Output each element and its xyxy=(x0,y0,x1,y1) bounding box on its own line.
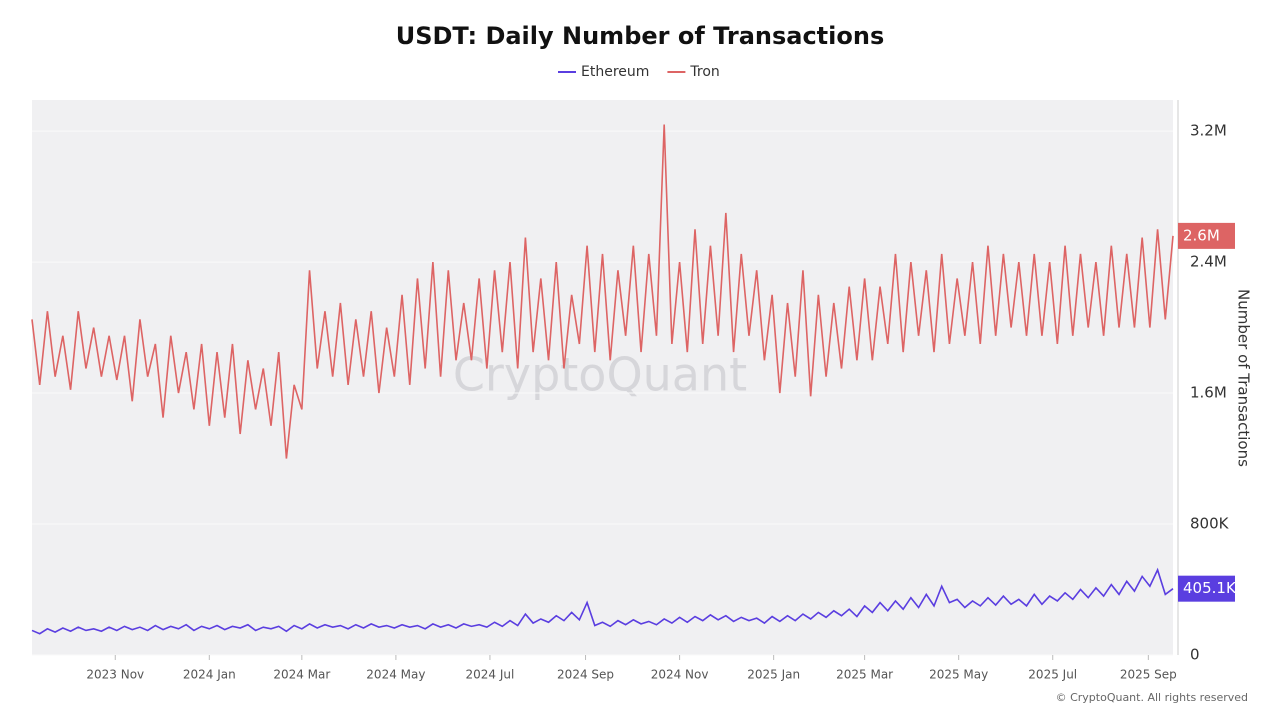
x-tick-label: 2025 Mar xyxy=(836,668,893,682)
x-tick-label: 2024 Jul xyxy=(466,668,515,682)
y-tick-label: 0 xyxy=(1190,646,1200,664)
series-line xyxy=(31,124,1174,459)
legend-label: Ethereum xyxy=(581,64,649,80)
x-tick-label: 2024 Mar xyxy=(273,668,330,682)
value-label: 405.1K xyxy=(1183,579,1237,597)
watermark: CryptoQuant xyxy=(453,348,747,402)
plot-area xyxy=(32,100,1173,655)
chart-title: USDT: Daily Number of Transactions xyxy=(396,22,885,50)
value-label-box xyxy=(1178,575,1235,602)
x-tick-label: 2024 May xyxy=(366,668,425,682)
y-tick-label: 2.4M xyxy=(1190,253,1227,271)
value-label-box xyxy=(1178,222,1235,249)
x-tick-label: 2025 May xyxy=(929,668,988,682)
x-tick-label: 2024 Sep xyxy=(557,668,614,682)
legend-label: Tron xyxy=(689,64,719,80)
y-tick-label: 3.2M xyxy=(1190,122,1227,140)
x-tick-label: 2025 Jan xyxy=(747,668,800,682)
series-line xyxy=(31,567,1174,635)
x-tick-label: 2025 Sep xyxy=(1120,668,1177,682)
footer: © CryptoQuant. All rights reserved xyxy=(1056,691,1248,704)
y-tick-label: 800K xyxy=(1190,515,1230,533)
value-label: 2.6M xyxy=(1183,226,1220,244)
x-tick-label: 2024 Jan xyxy=(183,668,236,682)
x-tick-label: 2025 Jul xyxy=(1028,668,1077,682)
x-tick-label: 2024 Nov xyxy=(651,668,709,682)
y-axis-title: Number of Transactions xyxy=(1235,289,1253,467)
y-tick-label: 1.6M xyxy=(1190,384,1227,402)
x-tick-label: 2023 Nov xyxy=(86,668,144,682)
